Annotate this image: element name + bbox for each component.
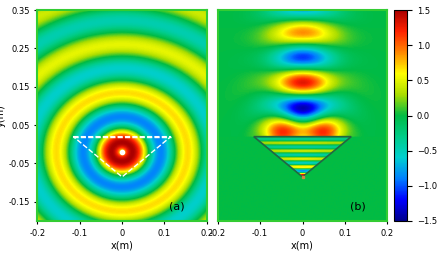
X-axis label: x(m): x(m) — [111, 240, 133, 250]
Text: (a): (a) — [169, 201, 185, 212]
X-axis label: x(m): x(m) — [291, 240, 314, 250]
Text: (b): (b) — [350, 201, 366, 212]
Y-axis label: y(m): y(m) — [0, 104, 6, 127]
